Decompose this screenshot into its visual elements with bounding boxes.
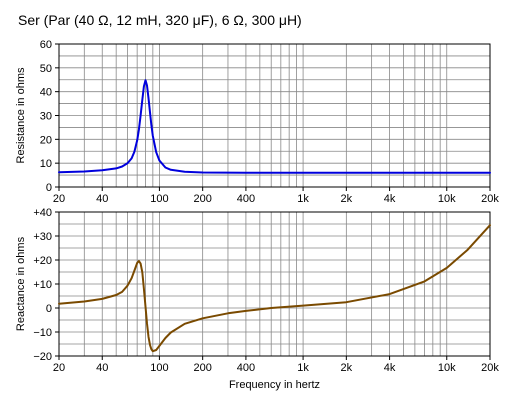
x-tick-label: 4k	[384, 193, 396, 205]
x-tick-label: 2k	[341, 362, 353, 374]
x-axis-title: Frequency in hertz	[229, 379, 320, 391]
x-tick-label: 1k	[297, 362, 309, 374]
y-tick-label: +10	[33, 279, 52, 291]
y-tick-label: −20	[33, 351, 52, 363]
reactance-curve	[58, 224, 491, 353]
y-tick-label: 20	[40, 134, 52, 146]
x-tick-label: 100	[150, 193, 168, 205]
x-tick-label: 2k	[341, 193, 353, 205]
y-tick-label: 40	[40, 87, 52, 99]
y-tick-label: 0	[46, 303, 52, 315]
y-tick-label: 50	[40, 63, 52, 75]
x-tick-label: 200	[193, 193, 211, 205]
y-tick-label: 0	[46, 182, 52, 194]
x-tick-label: 400	[237, 362, 255, 374]
x-tick-label: 40	[96, 193, 108, 205]
x-tick-label: 10k	[438, 362, 456, 374]
y-tick-label: 60	[40, 39, 52, 51]
x-tick-label: 100	[150, 362, 168, 374]
chart-title: Ser (Par (40 Ω, 12 mH, 320 μF), 6 Ω, 300…	[18, 12, 302, 28]
y-tick-label: −10	[33, 327, 52, 339]
x-tick-label: 400	[237, 193, 255, 205]
y-axis-title: Reactance in ohms	[15, 236, 27, 331]
x-tick-label: 1k	[297, 193, 309, 205]
x-tick-label: 40	[96, 362, 108, 374]
y-tick-label: 10	[40, 158, 52, 170]
y-tick-label: +30	[33, 231, 52, 243]
y-axis-title: Resistance in ohms	[15, 67, 27, 163]
x-tick-label: 4k	[384, 362, 396, 374]
y-tick-label: +40	[33, 207, 52, 219]
y-tick-label: 30	[40, 111, 52, 123]
x-tick-label: 200	[193, 362, 211, 374]
reactance-panel: −20 −10 0 +10 +20 +30 +40 20 40 100 200 400 1k 2k 4k 10…	[15, 207, 499, 391]
x-tick-label: 20k	[481, 193, 499, 205]
y-tick-label: +20	[33, 255, 52, 267]
x-tick-label: 20	[53, 362, 65, 374]
x-tick-label: 20	[53, 193, 65, 205]
resistance-curve	[58, 79, 491, 174]
x-tick-label: 20k	[481, 362, 499, 374]
resistance-panel: 0 10 20 30 40 50 60 20 40 100 200 400 1k 2k 4k 10k 20k Re…	[15, 39, 499, 205]
x-tick-label: 10k	[438, 193, 456, 205]
